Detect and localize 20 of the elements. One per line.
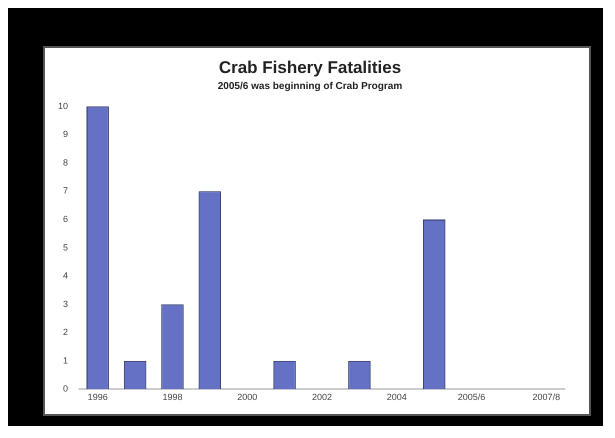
- y-tick-label: 0: [62, 384, 68, 394]
- y-tick-label: 6: [62, 214, 68, 224]
- x-tick-label: 2000: [237, 392, 258, 402]
- y-tick-label: 8: [62, 157, 68, 168]
- chart-subtitle: 2005/6 was beginning of Crab Program: [218, 81, 402, 92]
- y-tick-label: 4: [62, 270, 68, 281]
- x-tick-label: 1998: [162, 392, 182, 402]
- x-tick-label: 1996: [88, 392, 108, 402]
- x-tick-label: 2004: [386, 392, 407, 402]
- y-tick-label: 3: [62, 298, 68, 309]
- y-tick-label: 1: [62, 355, 68, 366]
- y-tick-label: 5: [62, 242, 68, 252]
- x-tick-label: 2002: [312, 392, 332, 402]
- y-tick-label: 2: [62, 327, 68, 338]
- y-tick-label: 7: [62, 186, 68, 196]
- x-tick-label: 2005/6: [458, 392, 486, 402]
- y-tick-label: 10: [58, 100, 68, 111]
- y-tick-label: 9: [62, 129, 68, 140]
- chart-title: Crab Fishery Fatalities: [218, 58, 402, 77]
- x-tick-label: 2007/8: [532, 392, 560, 402]
